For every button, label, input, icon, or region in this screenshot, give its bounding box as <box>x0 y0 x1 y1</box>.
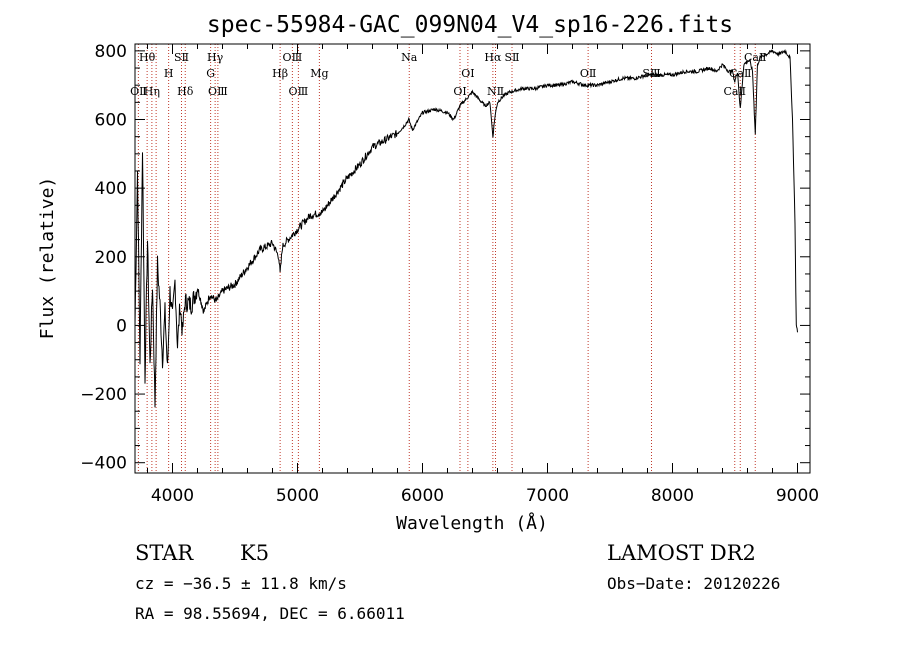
emission-line-label: Na <box>401 51 418 64</box>
x-axis-ticks: 4000 5000 6000 7000 8000 9000 <box>147 44 819 506</box>
y-tick-label: 600 <box>95 111 127 131</box>
emission-line-label: OⅢ <box>289 85 309 98</box>
y-tick-label: 0 <box>116 316 127 336</box>
x-tick-label: 7000 <box>526 486 569 506</box>
y-axis-ticks: −400 −200 0 200 400 600 800 <box>80 42 810 474</box>
emission-line-label: NⅡ <box>487 85 504 98</box>
emission-line-label: OⅡ <box>580 67 597 80</box>
emission-line-label: Hα <box>484 51 502 64</box>
x-axis-label: Wavelength (Å) <box>396 512 548 534</box>
emission-line-label: G <box>206 67 215 80</box>
object-subclass: K5 <box>240 541 269 565</box>
emission-line-label: SⅡ <box>174 51 189 64</box>
emission-line-label: Hδ <box>177 85 194 98</box>
spectrum-line <box>134 48 798 408</box>
coords-text: RA = 98.55694, DEC = 6.66011 <box>135 604 405 623</box>
plot-frame <box>134 43 811 474</box>
y-tick-label: −400 <box>80 454 127 474</box>
emission-line-label: SⅡ <box>504 51 519 64</box>
x-tick-label: 9000 <box>776 486 819 506</box>
emission-line-label: OⅢ <box>283 51 303 64</box>
chart-title: spec-55984-GAC_099N04_V4_sp16-226.fits <box>207 12 733 38</box>
emission-line-label: Hη <box>144 85 160 98</box>
survey-name: LAMOST DR2 <box>607 541 756 565</box>
redshift-text: cz = −36.5 ± 11.8 km/s <box>135 574 347 593</box>
emission-line-label: OⅠ <box>453 85 466 98</box>
x-tick-label: 6000 <box>401 486 444 506</box>
emission-line-label: Hγ <box>207 51 224 64</box>
emission-line-markers <box>137 44 756 473</box>
y-tick-label: −200 <box>80 385 127 405</box>
object-class: STAR <box>135 541 194 565</box>
x-tick-label: 4000 <box>151 486 194 506</box>
y-axis-label: Flux (relative) <box>37 177 58 340</box>
emission-line-label: OⅡ <box>130 85 147 98</box>
x-tick-label: 5000 <box>276 486 319 506</box>
emission-line-label: OⅢ <box>208 85 228 98</box>
emission-line-label: H <box>164 67 174 80</box>
emission-line-label: Hβ <box>272 67 288 80</box>
y-tick-label: 400 <box>95 179 127 199</box>
x-tick-label: 8000 <box>651 486 694 506</box>
emission-line-label: CaⅡ <box>729 67 751 80</box>
y-tick-label: 800 <box>95 42 127 62</box>
emission-line-label: Hθ <box>139 51 156 64</box>
emission-line-label: OⅠ <box>461 67 474 80</box>
emission-line-label: Mg <box>310 67 328 80</box>
obs-date-text: Obs−Date: 20120226 <box>607 574 780 593</box>
y-tick-label: 200 <box>95 248 127 268</box>
emission-line-label: CaⅡ <box>724 85 746 98</box>
